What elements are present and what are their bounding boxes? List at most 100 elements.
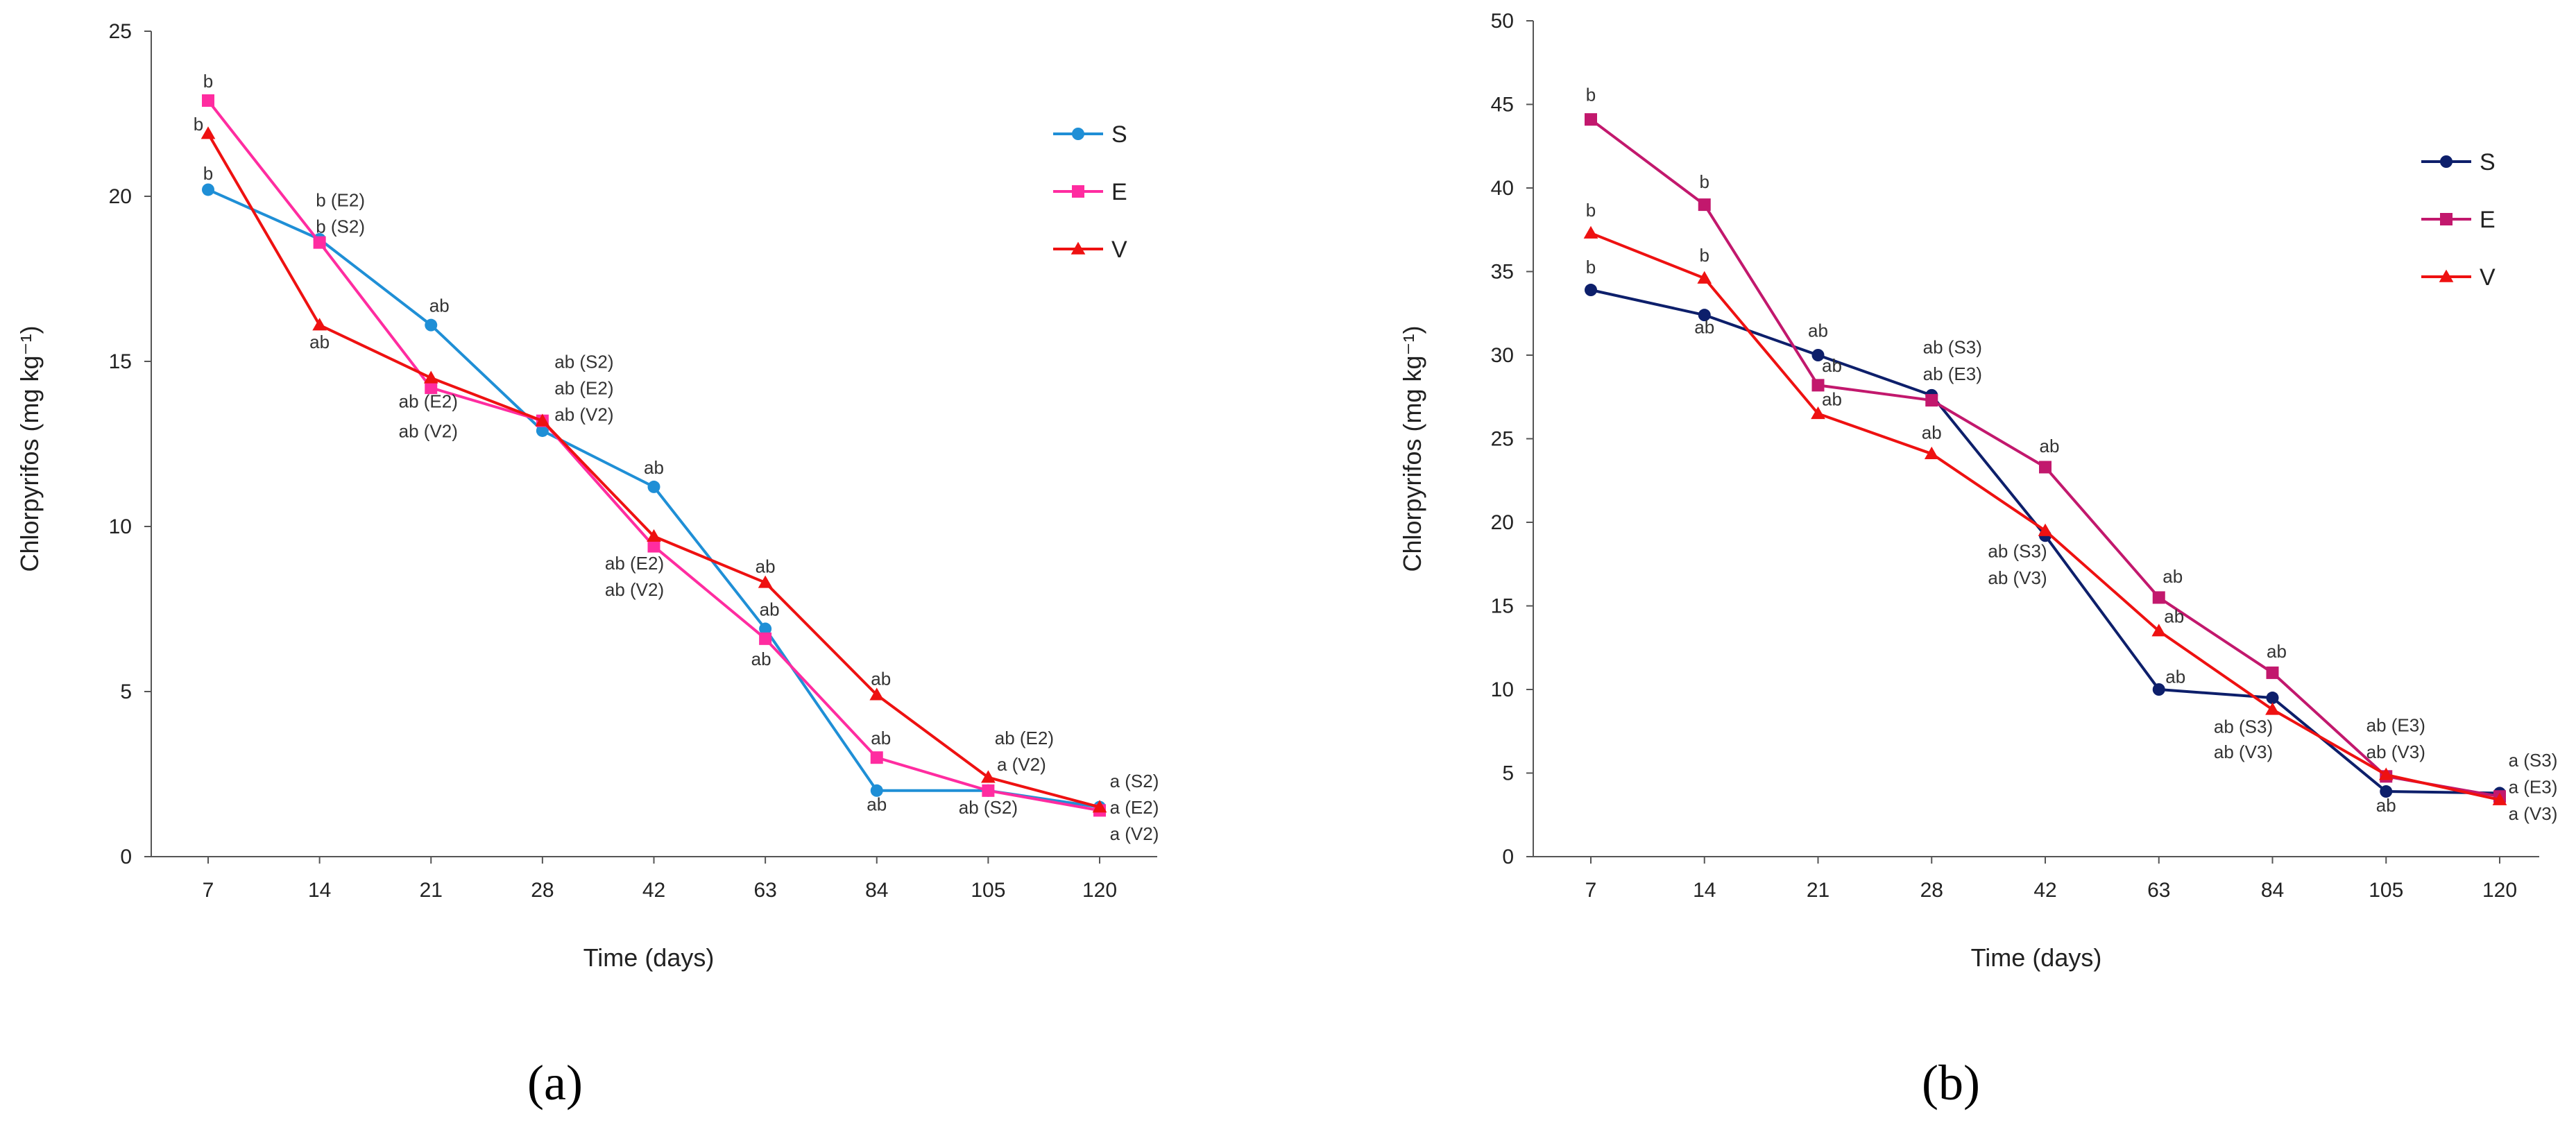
panel-a-x-tick-label: 21 [420,879,443,902]
panel-b-significance-label: ab (V3) [2214,741,2273,762]
panel-b-series-v-point [2038,523,2053,536]
panel-a-legend: S E V [1053,121,1127,263]
panel-a-series-v-point [981,770,996,783]
panel-b-x-tick-label: 84 [2261,879,2284,902]
panel-a-label: (a) [527,1055,583,1111]
panel-b-series-e-point [2152,591,2165,604]
panel-b-significance-label: ab [1822,355,1842,376]
panel-b-x-tick-label: 28 [1920,879,1943,902]
panel-b-significance-label: ab [2163,566,2183,587]
panel-b-series-e-point [1811,379,1825,392]
panel-b-axes: 0 5 10 15 20 25 30 35 40 45 50 7 14 21 28 42 63 84 105 120 [1491,10,2539,902]
panel-b-x-tick-label: 105 [2369,879,2403,902]
panel-b-x-tick-label: 7 [1585,879,1597,902]
panel-a-series-v-point [423,370,438,384]
panel-b-significance-label: b [1700,245,1709,266]
panel-a-series-v [201,126,1107,813]
panel-a-significance-label: ab (S2) [554,352,613,372]
panel-b-significance-label: ab [1822,388,1842,409]
panel-b-legend: S E V [2421,149,2496,291]
panel-a-series-v-point [312,318,327,331]
panel-a-y-axis-title: Chlorpyrifos (mg kg⁻¹) [15,325,44,572]
panel-b-series-v-point [1811,406,1825,420]
panel-a-significance-label: a (V2) [997,754,1046,775]
panel-b-legend-label-s: S [2480,149,2496,175]
panel-b-series-v-point [2378,767,2394,780]
panel-a-significance-label: ab (S2) [959,797,1018,818]
panel-b-significance-label: a (S3) [2509,750,2558,771]
panel-a-series-s-point [647,480,660,493]
panel-b-significance-label: ab [2376,795,2396,816]
panel-b-series-v-point [2151,624,2167,637]
panel-b-significance-label: ab (S3) [1923,337,1982,358]
panel-a-x-tick-label: 42 [642,879,665,902]
panel-a-series-e-point [202,94,214,107]
panel-a-y-tick-label: 20 [109,185,132,208]
panel-b-significance-label: ab (E3) [1923,363,1982,384]
panel-a-significance-label: ab (V2) [605,579,664,600]
panel-b-significance-label: ab (V3) [2366,741,2425,762]
panel-b-series-e-point [1585,113,1597,126]
panel-a-significance-label: a (E2) [1110,797,1159,818]
panel-a-x-tick-label: 105 [971,879,1005,902]
panel-b-y-axis-title: Chlorpyrifos (mg kg⁻¹) [1398,325,1426,572]
panel-b-x-tick-label: 42 [2033,879,2056,902]
panel-b-significance-label: b [1586,85,1596,105]
panel-b-legend-marker-e [2440,213,2453,225]
panel-a-series-v-point [535,413,550,427]
panel-b-series-s-point [1811,349,1825,361]
panel-b-significance-label: ab [2164,606,2184,627]
panel-a-series-e-point [313,236,326,249]
panel-a-x-tick-label: 120 [1082,879,1117,902]
panel-a-significance-label: a (S2) [1110,771,1159,791]
panel-a-y-tick-label: 0 [120,846,132,868]
panel-a-legend-marker-v [1071,241,1086,255]
panel-a-legend-label-s: S [1111,121,1127,148]
panel-a-significance-label: b [203,71,213,92]
panel-b-legend-label-e: E [2480,207,2496,233]
panel-b-x-tick-label: 21 [1807,879,1829,902]
panel-a-significance-label: ab [871,728,891,748]
panel-a-axes: 0 5 10 15 20 25 7 14 21 28 42 63 84 105 120 [109,20,1157,902]
panel-a-x-tick-label: 7 [203,879,214,902]
panel-a-legend-marker-s [1072,128,1084,140]
panel-b-series-e-point [2039,461,2052,474]
panel-b-series-v-point [2265,702,2280,715]
panel-b-series-e-point [1698,198,1711,212]
panel-b-series-s-point [1698,309,1711,322]
panel-b-label: (b) [1922,1055,1980,1111]
panel-b-y-tick-label: 50 [1491,10,1514,33]
panel-a-legend-marker-e [1072,185,1084,198]
panel-b-series-v-point [1924,446,1939,459]
panel-a-series-s-point [759,622,772,635]
panel-b-series-e [1585,113,2506,803]
panel-a-series-s-point [536,424,549,437]
panel-a-legend-label-v: V [1111,237,1127,263]
panel-b-significance-label: ab [1694,317,1714,338]
panel-b-x-tick-label: 120 [2482,879,2517,902]
panel-a-x-axis-title: Time (days) [583,943,715,972]
panel-a-y-tick-label: 15 [109,350,132,373]
panel-b-legend-label-v: V [2480,264,2496,291]
panel-a-series-e-point [870,751,883,764]
panel-b-y-tick-label: 15 [1491,595,1514,618]
panel-a-x-tick-label: 84 [865,879,888,902]
panel-a-legend-label-e: E [1111,179,1127,205]
panel-b-y-tick-label: 45 [1491,94,1514,117]
panel-a-significance-label: b (E2) [316,189,365,210]
panel-a-series-s-point [202,183,214,196]
panel-a-series-s-point [425,318,438,332]
panel-b-significance-label: ab [2267,641,2287,662]
panel-b-significance-label: b [1586,257,1596,277]
panel-a-y-tick-label: 10 [109,515,132,538]
panel-a-significance-label: ab (E2) [399,391,458,412]
panel-b-significance-label: a (E3) [2509,776,2558,797]
panel-a-series-e-point [425,382,438,395]
panel-b-series-s-point [2152,683,2165,696]
panel-a-series-e-point [982,784,995,797]
panel-a-y-tick-label: 5 [120,680,132,703]
panel-b-significance-label: b [1700,171,1709,192]
panel-a-significance-label: ab [644,457,664,478]
panel-b-series-e-point [2266,666,2279,679]
